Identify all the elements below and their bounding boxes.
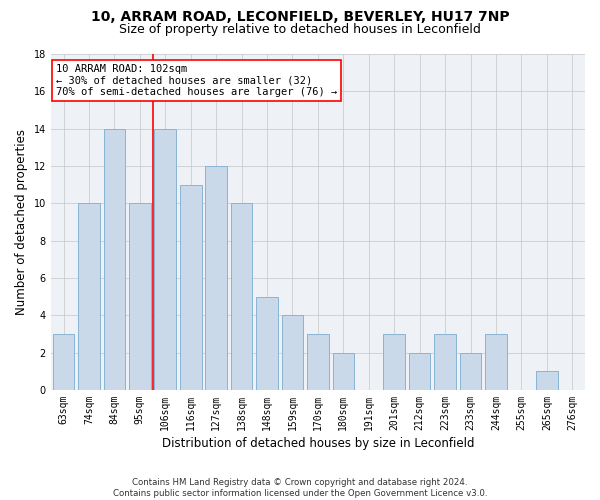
- Bar: [205, 166, 227, 390]
- Bar: [307, 334, 329, 390]
- Text: 10 ARRAM ROAD: 102sqm
← 30% of detached houses are smaller (32)
70% of semi-deta: 10 ARRAM ROAD: 102sqm ← 30% of detached …: [56, 64, 337, 98]
- Bar: [434, 334, 456, 390]
- Bar: [104, 128, 125, 390]
- Text: Contains HM Land Registry data © Crown copyright and database right 2024.
Contai: Contains HM Land Registry data © Crown c…: [113, 478, 487, 498]
- Bar: [256, 296, 278, 390]
- Y-axis label: Number of detached properties: Number of detached properties: [15, 129, 28, 315]
- Bar: [180, 184, 202, 390]
- Bar: [332, 352, 354, 390]
- Bar: [409, 352, 430, 390]
- Text: Size of property relative to detached houses in Leconfield: Size of property relative to detached ho…: [119, 22, 481, 36]
- Bar: [154, 128, 176, 390]
- Bar: [281, 316, 303, 390]
- Bar: [129, 204, 151, 390]
- Bar: [78, 204, 100, 390]
- Bar: [460, 352, 481, 390]
- Bar: [383, 334, 405, 390]
- Text: 10, ARRAM ROAD, LECONFIELD, BEVERLEY, HU17 7NP: 10, ARRAM ROAD, LECONFIELD, BEVERLEY, HU…: [91, 10, 509, 24]
- Bar: [485, 334, 507, 390]
- Bar: [231, 204, 253, 390]
- Bar: [536, 372, 557, 390]
- X-axis label: Distribution of detached houses by size in Leconfield: Distribution of detached houses by size …: [161, 437, 474, 450]
- Bar: [53, 334, 74, 390]
